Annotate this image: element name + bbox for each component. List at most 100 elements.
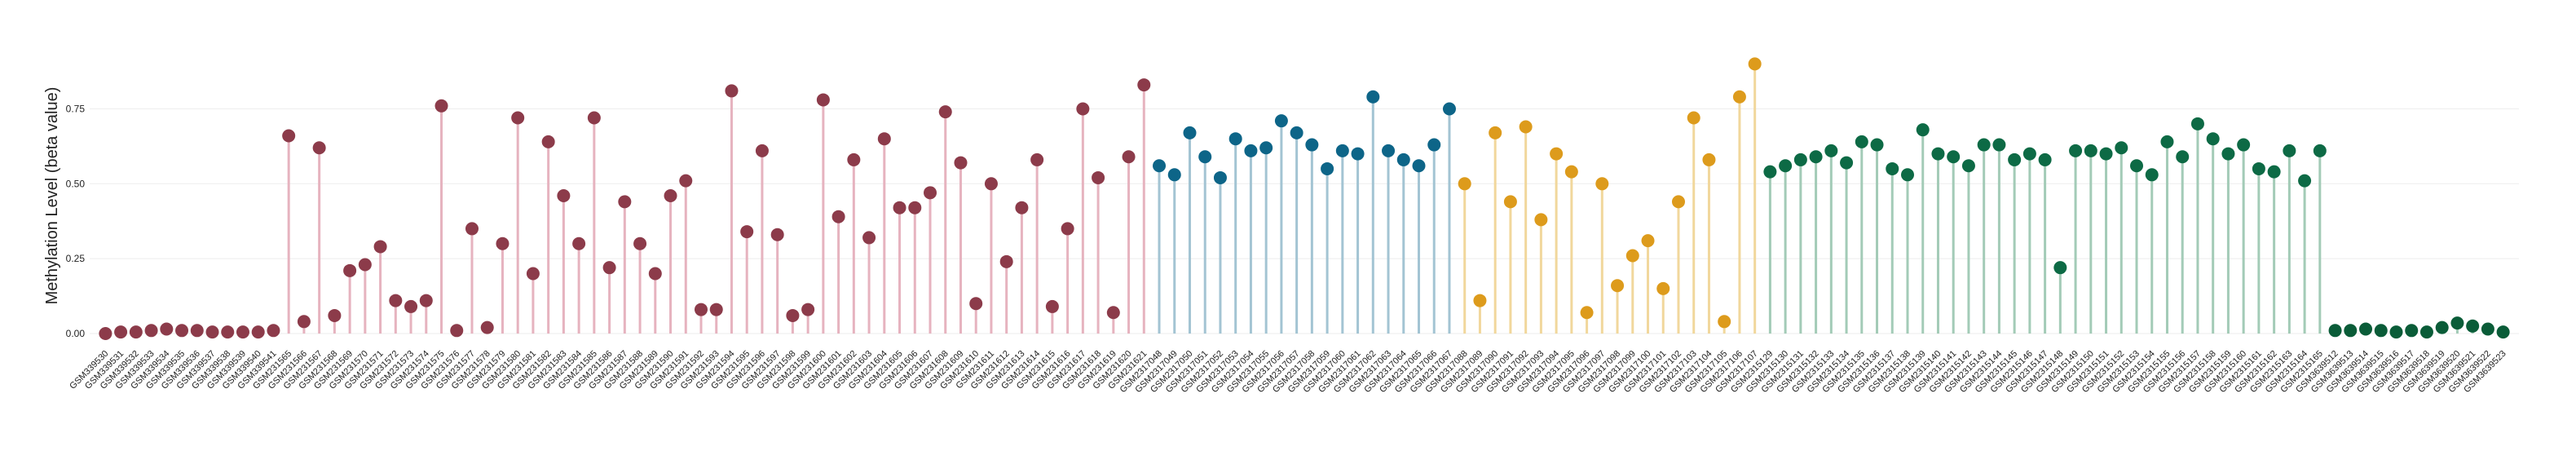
point xyxy=(2450,316,2464,330)
y-tick-label: 0.25 xyxy=(66,253,86,264)
point xyxy=(572,236,586,250)
point xyxy=(847,153,861,166)
point xyxy=(1947,150,1961,164)
point xyxy=(2496,325,2510,339)
point xyxy=(1167,168,1181,182)
point xyxy=(2084,144,2097,157)
point xyxy=(1687,111,1700,125)
point xyxy=(2405,324,2419,338)
point xyxy=(2283,144,2296,157)
point xyxy=(419,294,433,307)
point xyxy=(267,324,280,338)
point xyxy=(526,267,540,281)
point xyxy=(511,111,525,125)
point xyxy=(1641,234,1655,248)
point xyxy=(1153,159,1167,173)
point xyxy=(2344,324,2358,338)
point xyxy=(496,236,509,250)
point xyxy=(557,189,571,202)
point xyxy=(2176,150,2190,164)
point xyxy=(1901,168,1914,182)
point xyxy=(1274,114,1288,128)
point xyxy=(1259,141,1273,155)
point xyxy=(1625,249,1639,263)
point xyxy=(1534,213,1548,227)
point xyxy=(1244,144,1258,157)
y-tick-label: 0.00 xyxy=(66,328,86,339)
point xyxy=(1977,138,1991,152)
point xyxy=(1396,153,1410,166)
point xyxy=(725,84,739,98)
point xyxy=(175,324,189,338)
point xyxy=(404,299,418,313)
point xyxy=(2389,325,2403,339)
point xyxy=(1442,102,1456,116)
point xyxy=(816,93,830,107)
point xyxy=(2374,324,2388,338)
point xyxy=(2190,117,2204,130)
point xyxy=(1213,170,1227,184)
point xyxy=(1015,201,1029,214)
point xyxy=(160,322,174,336)
point xyxy=(1961,159,1975,173)
point xyxy=(99,326,112,340)
point xyxy=(938,105,952,119)
point xyxy=(1870,138,1884,152)
point xyxy=(1611,279,1625,293)
point xyxy=(2160,135,2174,148)
point xyxy=(893,201,906,214)
point xyxy=(2328,324,2342,338)
point xyxy=(862,231,876,245)
point xyxy=(312,141,326,155)
point xyxy=(1656,281,1670,295)
point xyxy=(786,308,800,322)
point xyxy=(1030,153,1044,166)
point xyxy=(236,325,249,339)
point xyxy=(695,303,708,316)
point xyxy=(2435,320,2449,334)
point xyxy=(2419,325,2433,339)
point xyxy=(1427,138,1441,152)
point xyxy=(602,261,616,275)
point xyxy=(2038,153,2052,166)
point xyxy=(1122,150,1136,164)
point xyxy=(1763,165,1777,179)
point xyxy=(2115,141,2128,155)
point xyxy=(877,132,891,146)
point xyxy=(1351,147,1365,161)
point xyxy=(1335,144,1349,157)
point xyxy=(1931,147,1945,161)
point xyxy=(2221,147,2235,161)
point xyxy=(755,144,769,157)
point xyxy=(343,263,357,277)
point xyxy=(1580,306,1594,320)
point xyxy=(618,195,632,209)
point xyxy=(1076,102,1090,116)
point xyxy=(2481,322,2494,336)
point xyxy=(480,320,494,334)
point xyxy=(924,186,937,200)
point xyxy=(1824,144,1838,157)
point xyxy=(1564,165,1578,179)
point xyxy=(1106,306,1120,320)
point xyxy=(709,303,723,316)
point xyxy=(144,324,158,338)
point xyxy=(1061,222,1074,236)
point xyxy=(2267,165,2281,179)
point xyxy=(1732,90,1746,104)
point xyxy=(740,225,754,239)
point xyxy=(1992,138,2006,152)
point xyxy=(1473,294,1487,307)
point xyxy=(801,303,815,316)
point xyxy=(1809,150,1823,164)
y-tick-label: 0.50 xyxy=(66,178,86,189)
point xyxy=(587,111,601,125)
point xyxy=(679,174,693,188)
point xyxy=(129,325,143,339)
point xyxy=(1519,120,1533,134)
point xyxy=(1718,315,1731,329)
point xyxy=(373,240,387,254)
point xyxy=(1503,195,1517,209)
point xyxy=(1321,161,1334,175)
point xyxy=(1748,57,1762,71)
